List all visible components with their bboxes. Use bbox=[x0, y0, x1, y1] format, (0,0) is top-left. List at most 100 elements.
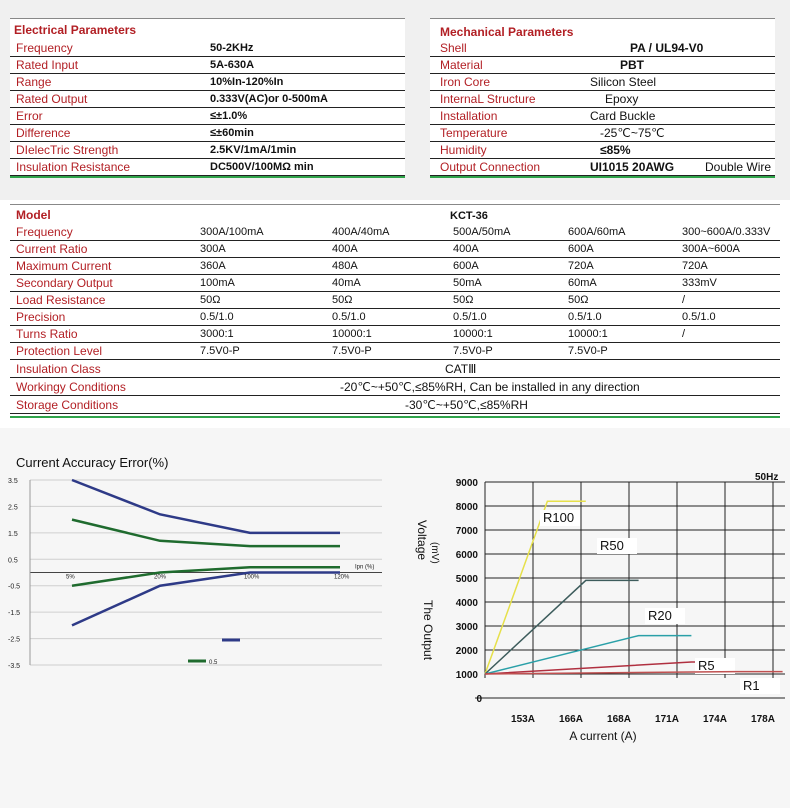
x-tick-label: 171A bbox=[655, 714, 679, 725]
x-axis-label: Ipn (%) bbox=[355, 565, 374, 571]
mechanical-title: Mechanical Parameters bbox=[440, 25, 574, 39]
y-tick-label: 6000 bbox=[456, 550, 479, 561]
row-value: PBT bbox=[620, 58, 644, 72]
accuracy-series-line bbox=[71, 518, 340, 548]
row-value: -25℃~75℃ bbox=[600, 126, 665, 140]
y-tick-label: 1.5 bbox=[8, 531, 18, 538]
row-label: Range bbox=[16, 75, 52, 89]
series-label-bg bbox=[695, 658, 735, 674]
x-tick-label: 168A bbox=[607, 714, 631, 725]
mechanical-row: Output Connection UI1015 20AWG Double Wire bbox=[430, 159, 775, 176]
accuracy-series-line bbox=[71, 478, 340, 535]
model-row: Current Ratio 300A 400A 400A 600A 300A~600A bbox=[10, 241, 780, 258]
row-label: Rated Input bbox=[16, 58, 79, 72]
model-cell: 0.5/1.0 bbox=[453, 311, 487, 323]
x-axis-label: A current (A) bbox=[569, 729, 636, 743]
row-value: 0.333V(AC)or 0-500mA bbox=[210, 93, 328, 105]
row-label: Installation bbox=[440, 109, 498, 123]
mechanical-parameters-table: Mechanical Parameters Shell PA / UL94-V0 M… bbox=[430, 18, 775, 178]
model-cell: 7.5V0-P bbox=[568, 345, 608, 357]
model-cell: 400A bbox=[332, 243, 358, 255]
row-label: Temperature bbox=[440, 126, 508, 140]
model-cell: 40mA bbox=[332, 277, 361, 289]
electrical-row: Difference ≤±60min bbox=[10, 125, 405, 142]
electrical-title: Electrical Parameters bbox=[14, 23, 137, 37]
model-cell: 7.5V0-P bbox=[332, 345, 372, 357]
model-cell: 360A bbox=[200, 260, 226, 272]
y-tick-label: 1000 bbox=[456, 670, 479, 681]
row-value: ≤85% bbox=[600, 143, 631, 157]
x-tick-label: 174A bbox=[703, 714, 727, 725]
row-label: Current Ratio bbox=[16, 242, 88, 256]
row-label: Difference bbox=[16, 126, 71, 140]
mechanical-row: Shell PA / UL94-V0 bbox=[430, 40, 775, 57]
voltage-series-line bbox=[484, 670, 783, 675]
row-value: 50-2KHz bbox=[210, 42, 254, 54]
row-label: Turns Ratio bbox=[16, 327, 78, 341]
y-tick-label: 3000 bbox=[456, 622, 479, 633]
row-label: Storage Conditions bbox=[16, 398, 119, 412]
span-value: CATⅢ bbox=[445, 362, 477, 376]
corner-label: 50Hz bbox=[755, 472, 778, 483]
electrical-row: Error ≤±1.0% bbox=[10, 108, 405, 125]
voltage-series-line bbox=[484, 579, 639, 675]
accuracy-error-chart: Current Accuracy Error(%) 3.5 2.5 1.5 0.5 -0… bbox=[8, 455, 382, 670]
x-tick-label: 100% bbox=[244, 575, 260, 581]
model-cell: / bbox=[682, 294, 686, 306]
y-tick-label: -1.5 bbox=[8, 610, 20, 617]
row-label: Material bbox=[440, 58, 483, 72]
voltage-series-line bbox=[484, 500, 586, 675]
model-cell: 7.5V0-P bbox=[453, 345, 493, 357]
model-cell: 10000:1 bbox=[453, 328, 493, 340]
row-label: Insulation Resistance bbox=[16, 160, 131, 174]
electrical-row: Rated Output 0.333V(AC)or 0-500mA bbox=[10, 91, 405, 108]
mechanical-row: Humidity ≤85% bbox=[430, 142, 775, 159]
model-row: Maximum Current 360A 480A 600A 720A 720A bbox=[10, 258, 780, 275]
x-tick-label: 178A bbox=[751, 714, 775, 725]
y-tick-label: 2.5 bbox=[8, 504, 18, 511]
model-cell: 0.5/1.0 bbox=[200, 311, 234, 323]
model-bottom-line bbox=[10, 416, 780, 418]
voltage-series-line bbox=[484, 634, 692, 675]
row-value: UI1015 20AWG bbox=[590, 160, 675, 174]
series-label: R100 bbox=[543, 510, 574, 525]
model-cell: 500A/50mA bbox=[453, 226, 511, 238]
row-value: Silicon Steel bbox=[590, 75, 657, 89]
row-label: Error bbox=[16, 109, 43, 123]
y-tick-label: 8000 bbox=[456, 502, 479, 513]
mechanical-row: Installation Card Buckle bbox=[430, 108, 775, 125]
electrical-row: Rated Input 5A-630A bbox=[10, 57, 405, 74]
model-cell: 0.5/1.0 bbox=[682, 311, 716, 323]
table-top-line bbox=[10, 204, 780, 205]
model-span-row: Workingy Conditions -20℃~+50℃,≤85%RH, Can… bbox=[10, 378, 780, 396]
row-label: Shell bbox=[440, 41, 467, 55]
y-tick-label: 5000 bbox=[456, 574, 479, 585]
model-title: Model bbox=[16, 208, 51, 222]
y-tick-label: -0.5 bbox=[8, 584, 20, 591]
row-label: Output Connection bbox=[440, 160, 541, 174]
model-cell: 100mA bbox=[200, 277, 235, 289]
model-cell: 600A/60mA bbox=[568, 226, 626, 238]
model-cell: 720A bbox=[568, 260, 594, 272]
electrical-bottom-line bbox=[10, 176, 405, 178]
model-cell: 50Ω bbox=[568, 294, 589, 306]
model-cell: 0.5/1.0 bbox=[332, 311, 366, 323]
y-axis-label-main: Voltage bbox=[415, 520, 429, 560]
row-label: Frequency bbox=[16, 225, 73, 239]
model-cell: 300A/100mA bbox=[200, 226, 264, 238]
model-cell: 3000:1 bbox=[200, 328, 234, 340]
y-tick-label: 0.5 bbox=[8, 557, 18, 564]
y-axis-label-unit: (mV) bbox=[429, 542, 440, 564]
x-tick-label: 166A bbox=[559, 714, 583, 725]
y-axis-label-sub: The Output bbox=[421, 600, 435, 661]
row-label: Insulation Class bbox=[16, 362, 101, 376]
model-cell: 10000:1 bbox=[332, 328, 372, 340]
row-label: Protection Level bbox=[16, 344, 103, 358]
model-cell: 300A~600A bbox=[682, 243, 740, 255]
electrical-row: Frequency 50-2KHz bbox=[10, 40, 405, 57]
model-cell: 720A bbox=[682, 260, 708, 272]
y-tick-zero: 0 bbox=[476, 694, 482, 705]
x-tick-label: 20% bbox=[154, 575, 167, 581]
model-cell: 400A/40mA bbox=[332, 226, 390, 238]
y-tick-label: -3.5 bbox=[8, 663, 20, 670]
